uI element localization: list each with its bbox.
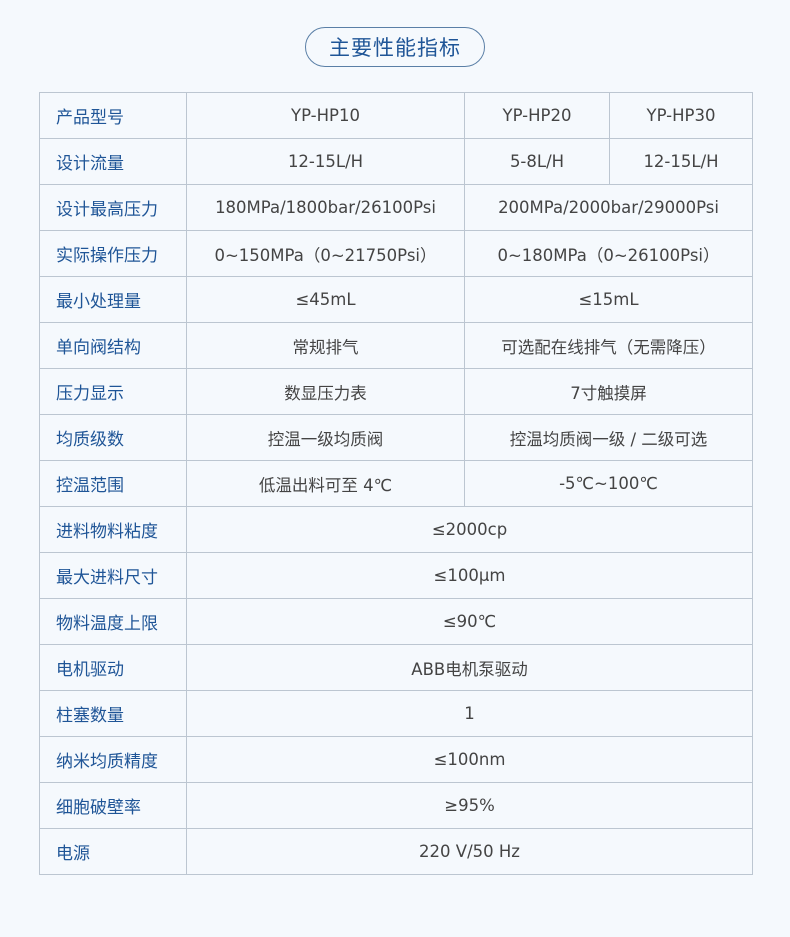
row-value: ≤90℃ [186,598,753,645]
row-label: 最小处理量 [39,276,187,323]
row-value: ≤100μm [186,552,753,599]
table-row: 最大进料尺寸 ≤100μm [39,552,753,599]
row-value: 0~180MPa（0~26100Psi） [464,230,753,277]
row-value: YP-HP20 [464,92,610,139]
row-value: 控温均质阀一级 / 二级可选 [464,414,753,461]
table-row: 细胞破壁率 ≥95% [39,782,753,829]
row-label: 物料温度上限 [39,598,187,645]
table-row: 设计最高压力 180MPa/1800bar/26100Psi 200MPa/2000… [39,184,753,231]
row-label: 电机驱动 [39,644,187,691]
row-value: 数显压力表 [186,368,465,415]
row-label: 电源 [39,828,187,875]
row-label: 产品型号 [39,92,187,139]
row-label: 压力显示 [39,368,187,415]
row-label: 控温范围 [39,460,187,507]
row-label: 最大进料尺寸 [39,552,187,599]
row-value: ≤15mL [464,276,753,323]
row-value: 控温一级均质阀 [186,414,465,461]
row-label: 进料物料粘度 [39,506,187,553]
row-value: 12-15L/H [186,138,465,185]
table-row: 产品型号 YP-HP10 YP-HP20 YP-HP30 [39,92,753,139]
table-row: 实际操作压力 0~150MPa（0~21750Psi） 0~180MPa（0~261… [39,230,753,277]
row-value: 200MPa/2000bar/29000Psi [464,184,753,231]
section-title: 主要性能指标 [305,27,485,67]
row-value: 0~150MPa（0~21750Psi） [186,230,465,277]
row-value: 1 [186,690,753,737]
table-row: 控温范围 低温出料可至 4℃ -5℃~100℃ [39,460,753,507]
table-row: 进料物料粘度 ≤2000cp [39,506,753,553]
row-value: 常规排气 [186,322,465,369]
row-label: 纳米均质精度 [39,736,187,783]
row-value: YP-HP30 [609,92,753,139]
row-value: 12-15L/H [609,138,753,185]
row-label: 细胞破壁率 [39,782,187,829]
row-value: 220 V/50 Hz [186,828,753,875]
table-row: 单向阀结构 常规排气 可选配在线排气（无需降压） [39,322,753,369]
table-row: 纳米均质精度 ≤100nm [39,736,753,783]
row-label: 柱塞数量 [39,690,187,737]
row-value: 180MPa/1800bar/26100Psi [186,184,465,231]
row-value: ABB电机泵驱动 [186,644,753,691]
table-row: 柱塞数量 1 [39,690,753,737]
table-row: 电源 220 V/50 Hz [39,828,753,875]
row-value: 可选配在线排气（无需降压） [464,322,753,369]
row-value: ≤100nm [186,736,753,783]
table-row: 物料温度上限 ≤90℃ [39,598,753,645]
row-label: 均质级数 [39,414,187,461]
row-value: YP-HP10 [186,92,465,139]
row-value: ≤2000cp [186,506,753,553]
row-value: 5-8L/H [464,138,610,185]
row-value: ≤45mL [186,276,465,323]
row-label: 设计流量 [39,138,187,185]
row-label: 设计最高压力 [39,184,187,231]
table-row: 压力显示 数显压力表 7寸触摸屏 [39,368,753,415]
table-row: 均质级数 控温一级均质阀 控温均质阀一级 / 二级可选 [39,414,753,461]
row-value: -5℃~100℃ [464,460,753,507]
spec-table: 产品型号 YP-HP10 YP-HP20 YP-HP30 设计流量 12-15L/H 5-8… [39,92,753,875]
table-row: 电机驱动 ABB电机泵驱动 [39,644,753,691]
row-value: 7寸触摸屏 [464,368,753,415]
row-label: 实际操作压力 [39,230,187,277]
row-value: ≥95% [186,782,753,829]
table-row: 最小处理量 ≤45mL ≤15mL [39,276,753,323]
row-value: 低温出料可至 4℃ [186,460,465,507]
row-label: 单向阀结构 [39,322,187,369]
table-row: 设计流量 12-15L/H 5-8L/H 12-15L/H [39,138,753,185]
